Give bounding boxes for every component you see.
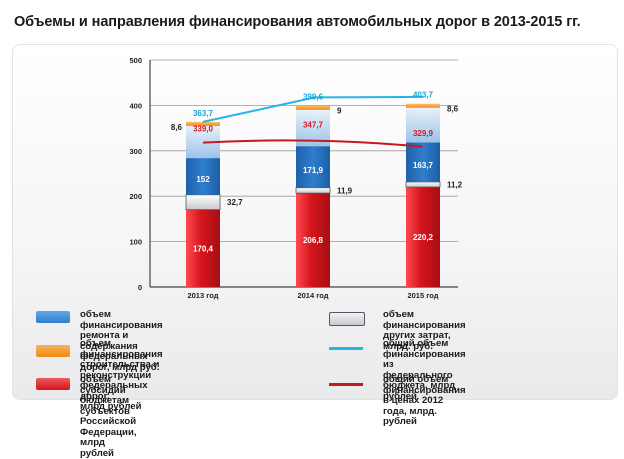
legend-label-federal-total: общий объем финансирования из федерально… — [383, 338, 466, 402]
slide: Объемы и направления финансирования авто… — [12, 14, 618, 459]
y-tick-label: 300 — [129, 147, 142, 156]
data-label-construction: 8,6 — [171, 123, 183, 132]
bar-repair-highlight — [406, 107, 440, 143]
series-line-federal-total — [202, 95, 424, 123]
stacked-bar-chart: 0 100 200 300 400 500 2013 год 2014 год 2015 год… — [129, 56, 463, 300]
line-label-prices-2012: 347,7 — [303, 121, 324, 130]
y-tick-label: 100 — [129, 238, 142, 247]
y-tick-label: 500 — [129, 56, 142, 65]
legend-item-prices-2012: общий объем финансирования в ценах 2012 … — [329, 374, 466, 428]
data-label-repair: 152 — [196, 175, 210, 184]
bar-subsidy — [186, 209, 220, 287]
legend-label-other: объем финансирования других затрат, млрд… — [383, 309, 466, 352]
y-tick-label: 200 — [129, 192, 142, 201]
data-label-other: 32,7 — [227, 198, 243, 207]
bar-subsidy — [296, 193, 330, 287]
line-label-prices-2012: 339,0 — [193, 125, 214, 134]
data-label-subsidy: 206,8 — [303, 236, 324, 245]
bar-other — [405, 181, 441, 188]
bar-other — [185, 194, 221, 211]
legend-swatch-subsidy — [36, 378, 70, 390]
legend-item-repair: объем финансирования ремонта и содержани… — [36, 309, 163, 373]
y-tick-label: 0 — [138, 283, 142, 292]
bar-subsidy — [406, 187, 440, 287]
line-label-federal-total: 363,7 — [193, 109, 214, 118]
legend-item-other: объем финансирования других затрат, млрд… — [329, 309, 466, 352]
data-label-other: 11,2 — [447, 180, 463, 189]
y-tick-label: 400 — [129, 101, 142, 110]
bar-construction — [296, 105, 330, 110]
x-tick-label: 2015 год — [407, 291, 438, 300]
x-tick-label: 2013 год — [187, 291, 218, 300]
legend-swatch-federal-total — [329, 347, 363, 350]
legend-swatch-repair — [36, 311, 70, 323]
legend-item-construction: объем финансирования строительства и рек… — [36, 338, 163, 413]
legend-label-repair: объем финансирования ремонта и содержани… — [80, 309, 163, 373]
data-label-repair: 163,7 — [413, 161, 434, 170]
line-label-federal-total: 403,7 — [413, 91, 434, 100]
data-label-construction: 9 — [337, 107, 342, 116]
bar-construction — [406, 103, 440, 108]
legend-item-subsidy: объем субсидий бюджетам субъектов Россий… — [36, 374, 137, 459]
data-label-subsidy: 170,4 — [193, 244, 214, 253]
legend-item-federal-total: общий объем финансирования из федерально… — [329, 338, 466, 402]
legend-label-prices-2012: общий объем финансирования в ценах 2012 … — [383, 374, 466, 427]
legend-swatch-prices-2012 — [329, 383, 363, 386]
line-label-prices-2012: 329,9 — [413, 129, 434, 138]
data-label-construction: 8,6 — [447, 105, 459, 114]
legend-label-subsidy: объем субсидий бюджетам субъектов Россий… — [80, 374, 137, 459]
bar-other — [295, 187, 331, 194]
data-label-repair: 171,9 — [303, 166, 324, 175]
legend-swatch-other — [329, 312, 365, 326]
bar-construction — [186, 121, 220, 126]
series-line-prices-2012 — [202, 139, 424, 148]
data-label-other: 11,9 — [337, 186, 353, 195]
chart-title: Объемы и направления финансирования авто… — [14, 14, 581, 30]
x-tick-label: 2014 год — [297, 291, 328, 300]
line-label-federal-total: 399,6 — [303, 93, 324, 102]
data-label-subsidy: 220,2 — [413, 233, 434, 242]
legend-swatch-construction — [36, 345, 70, 357]
